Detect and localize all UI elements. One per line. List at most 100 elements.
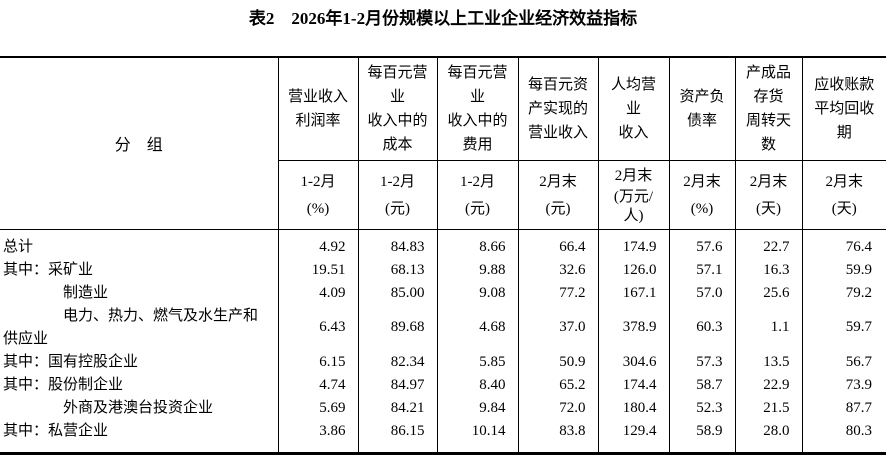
period-label: 2月末 xyxy=(683,173,721,190)
data-cell: 87.7 xyxy=(801,396,886,420)
economic-indicators-table: 分 组 营业收入 利润率 每百元营 业 收入中的 成本 每百元营 业 收入中的 … xyxy=(0,56,886,455)
column-header-debt-ratio: 资产负 债率 xyxy=(668,57,735,161)
subheader-col-4: 2月末 (元) xyxy=(517,160,598,230)
period-label: 2月末 xyxy=(539,173,577,190)
data-cell: 129.4 xyxy=(597,419,669,453)
row-label: 外商及港澳台投资企业 xyxy=(3,399,214,416)
data-cell: 9.08 xyxy=(436,281,518,305)
subheader-col-1: 1-2月 (%) xyxy=(277,160,358,230)
data-cell: 89.68 xyxy=(357,304,437,351)
subheader-col-6: 2月末 (%) xyxy=(668,160,735,230)
data-cell: 174.4 xyxy=(597,373,669,397)
data-cell: 10.14 xyxy=(436,419,518,453)
row-label: 其中：股份制企业 xyxy=(3,376,124,393)
column-header-expense-per-100: 每百元营 业 收入中的 费用 xyxy=(436,57,518,161)
data-cell: 167.1 xyxy=(597,281,669,305)
row-label: 其中：私营企业 xyxy=(3,422,109,439)
unit-label: (天) xyxy=(756,201,781,218)
data-cell: 19.51 xyxy=(277,258,358,282)
row-label: 电力、热力、燃气及水生产和 供应业 xyxy=(3,307,259,347)
data-cell: 378.9 xyxy=(597,304,669,351)
data-cell: 77.2 xyxy=(517,281,598,305)
data-cell: 57.3 xyxy=(668,350,735,374)
data-cell: 84.21 xyxy=(357,396,437,420)
data-cell: 9.88 xyxy=(436,258,518,282)
data-cell: 25.6 xyxy=(734,281,802,305)
header-row-indicators: 分 组 营业收入 利润率 每百元营 业 收入中的 成本 每百元营 业 收入中的 … xyxy=(0,57,886,230)
data-cell: 59.7 xyxy=(801,304,886,351)
data-cell: 66.4 xyxy=(517,229,598,259)
data-cell: 9.84 xyxy=(436,396,518,420)
data-cell: 21.5 xyxy=(734,396,802,420)
data-cell: 58.9 xyxy=(668,419,735,453)
period-label: 2月末 xyxy=(825,173,863,190)
period-label: 1-2月 xyxy=(460,173,495,190)
data-cell: 4.74 xyxy=(277,373,358,397)
data-cell: 60.3 xyxy=(668,304,735,351)
column-header-receivables-recovery-period: 应收账款 平均回收 期 xyxy=(801,57,886,161)
data-cell: 174.9 xyxy=(597,229,669,259)
data-cell: 8.66 xyxy=(436,229,518,259)
data-cell: 57.1 xyxy=(668,258,735,282)
data-cell: 6.43 xyxy=(277,304,358,351)
data-cell: 5.85 xyxy=(436,350,518,374)
data-cell: 304.6 xyxy=(597,350,669,374)
data-cell: 8.40 xyxy=(436,373,518,397)
table-title: 表2 2026年1-2月份规模以上工业企业经济效益指标 xyxy=(248,9,638,28)
data-cell: 76.4 xyxy=(801,229,886,259)
subheader-col-7: 2月末 (天) xyxy=(734,160,802,230)
row-label: 其中：国有控股企业 xyxy=(3,353,139,370)
data-cell: 6.15 xyxy=(277,350,358,374)
data-cell: 180.4 xyxy=(597,396,669,420)
data-cell: 82.34 xyxy=(357,350,437,374)
data-cell: 85.00 xyxy=(357,281,437,305)
data-cell: 4.92 xyxy=(277,229,358,259)
data-cell: 126.0 xyxy=(597,258,669,282)
unit-label: (万元/ 人) xyxy=(613,188,654,224)
unit-label: (%) xyxy=(306,201,330,218)
data-cell: 4.68 xyxy=(436,304,518,351)
data-cell: 57.0 xyxy=(668,281,735,305)
data-cell: 3.86 xyxy=(277,419,358,453)
header-row-period-unit: 1-2月 (%) 1-2月 (元) 1-2月 (元) 2月末 (元) 2月末 (… xyxy=(0,160,886,230)
data-cell: 68.13 xyxy=(357,258,437,282)
unit-label: (元) xyxy=(465,201,490,218)
table-row-private: 其中：私营企业 3.86 86.15 10.14 83.8 129.4 58.9… xyxy=(0,419,886,453)
column-header-cost-per-100: 每百元营 业 收入中的 成本 xyxy=(357,57,437,161)
unit-label: (%) xyxy=(690,201,714,218)
data-cell: 84.97 xyxy=(357,373,437,397)
row-label: 总计 xyxy=(3,238,34,255)
data-cell: 52.3 xyxy=(668,396,735,420)
unit-label: (元) xyxy=(545,201,571,218)
column-header-revenue-per-100-assets: 每百元资 产实现的 营业收入 xyxy=(517,57,598,161)
data-cell: 16.3 xyxy=(734,258,802,282)
period-label: 1-2月 xyxy=(300,173,336,190)
data-cell: 59.9 xyxy=(801,258,886,282)
table-row-mining: 其中：采矿业 19.51 68.13 9.88 32.6 126.0 57.1 … xyxy=(0,258,886,282)
table-row-shareholding: 其中：股份制企业 4.74 84.97 8.40 65.2 174.4 58.7… xyxy=(0,373,886,397)
column-header-revenue-per-capita: 人均营 业 收入 xyxy=(597,57,669,161)
data-cell: 32.6 xyxy=(517,258,598,282)
table-row-state-holding: 其中：国有控股企业 6.15 82.34 5.85 50.9 304.6 57.… xyxy=(0,350,886,374)
unit-label: (元) xyxy=(385,201,410,218)
data-cell: 50.9 xyxy=(517,350,598,374)
data-cell: 65.2 xyxy=(517,373,598,397)
data-cell: 5.69 xyxy=(277,396,358,420)
data-cell: 83.8 xyxy=(517,419,598,453)
data-cell: 84.83 xyxy=(357,229,437,259)
table-row-utilities: 电力、热力、燃气及水生产和 供应业 6.43 89.68 4.68 37.0 3… xyxy=(0,304,886,351)
column-header-profit-rate: 营业收入 利润率 xyxy=(277,57,358,161)
table-row-total: 总计 4.92 84.83 8.66 66.4 174.9 57.6 22.7 … xyxy=(0,229,886,259)
data-cell: 22.7 xyxy=(734,229,802,259)
row-label: 制造业 xyxy=(3,284,109,301)
data-cell: 56.7 xyxy=(801,350,886,374)
period-label: 1-2月 xyxy=(380,173,415,190)
group-column-header: 分 组 xyxy=(0,57,278,230)
period-label: 2月末 xyxy=(749,173,788,190)
data-cell: 80.3 xyxy=(801,419,886,453)
subheader-col-5: 2月末 (万元/ 人) xyxy=(597,160,669,230)
unit-label: (天) xyxy=(831,201,857,218)
subheader-col-2: 1-2月 (元) xyxy=(357,160,437,230)
data-cell: 13.5 xyxy=(734,350,802,374)
